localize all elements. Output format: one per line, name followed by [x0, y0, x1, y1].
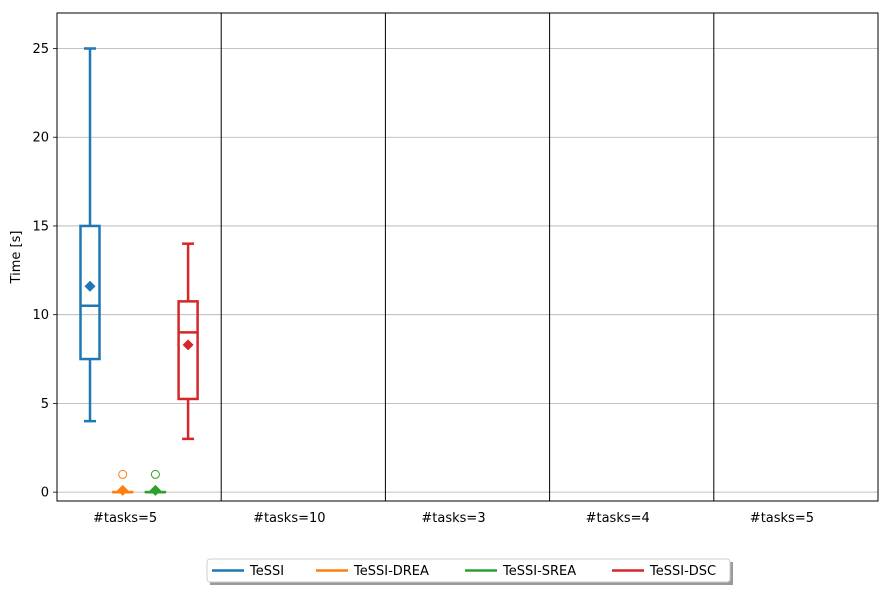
x-tick-label: #tasks=3: [421, 511, 485, 526]
legend-label: TeSSI-SREA: [502, 564, 576, 579]
box-TeSSI-DREA: [111, 469, 134, 496]
box-iqr: [177, 300, 199, 401]
y-tick-label: 10: [32, 308, 49, 323]
y-tick-label: 15: [32, 219, 49, 234]
y-axis-label: Time [s]: [9, 231, 24, 285]
legend-label: TeSSI: [249, 564, 284, 579]
x-tick-label: #tasks=4: [586, 511, 650, 526]
mean-marker: [149, 484, 161, 496]
box-TeSSI-DSC: [177, 242, 199, 441]
legend-label: TeSSI-DREA: [353, 564, 429, 579]
x-tick-label: #tasks=10: [253, 511, 325, 526]
y-axis-ticks: 0 5 10 15 20 25: [32, 42, 57, 501]
mean-marker: [117, 484, 129, 496]
legend-label: TeSSI-DSC: [649, 564, 716, 579]
grid-lines: [57, 48, 878, 493]
y-tick-label: 5: [41, 397, 49, 412]
mean-marker: [84, 280, 96, 292]
box-TeSSI-SREA: [144, 469, 167, 496]
box-TeSSI: [79, 47, 101, 423]
mean-marker: [182, 339, 194, 351]
x-tick-label: #tasks=5: [750, 511, 814, 526]
group-dividers: [220, 13, 715, 501]
legend: TeSSI TeSSI-DREA TeSSI-SREA TeSSI-DSC: [206, 558, 733, 585]
box-iqr: [79, 224, 101, 361]
y-tick-label: 20: [32, 131, 49, 146]
outlier-point: [150, 469, 160, 479]
y-tick-label: 25: [32, 42, 49, 57]
plot-frame: [56, 12, 879, 502]
x-axis-ticks: #tasks=5 #tasks=10 #tasks=3 #tasks=4 #tasks=…: [93, 511, 814, 526]
y-tick-label: 0: [41, 486, 49, 501]
outlier-point: [118, 469, 128, 479]
box-plots: [79, 47, 199, 496]
x-tick-label: #tasks=5: [93, 511, 157, 526]
